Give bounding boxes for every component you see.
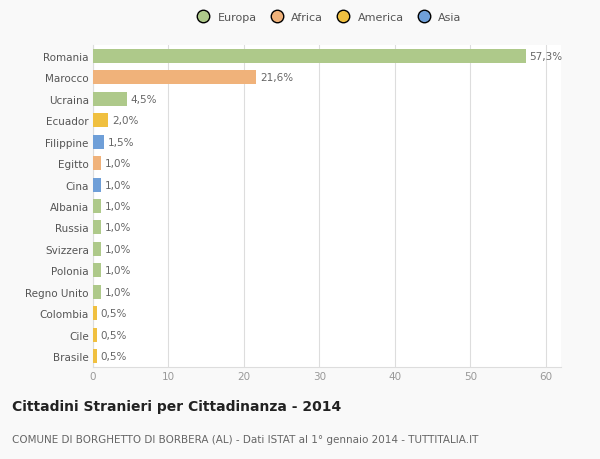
Bar <box>93 200 101 213</box>
Text: 4,5%: 4,5% <box>131 95 157 105</box>
Text: 0,5%: 0,5% <box>101 308 127 319</box>
Text: 1,0%: 1,0% <box>104 223 131 233</box>
Bar <box>93 264 101 278</box>
Bar <box>93 178 101 192</box>
Text: 1,0%: 1,0% <box>104 159 131 169</box>
Bar <box>93 307 97 320</box>
Bar <box>93 135 104 149</box>
Legend: Europa, Africa, America, Asia: Europa, Africa, America, Asia <box>192 13 462 23</box>
Bar <box>93 50 526 64</box>
Bar <box>93 114 108 128</box>
Bar <box>93 350 97 364</box>
Text: 57,3%: 57,3% <box>529 51 562 62</box>
Text: 1,0%: 1,0% <box>104 202 131 212</box>
Text: 0,5%: 0,5% <box>101 330 127 340</box>
Text: 1,0%: 1,0% <box>104 287 131 297</box>
Text: 1,0%: 1,0% <box>104 266 131 276</box>
Bar <box>93 328 97 342</box>
Text: 21,6%: 21,6% <box>260 73 293 83</box>
Text: COMUNE DI BORGHETTO DI BORBERA (AL) - Dati ISTAT al 1° gennaio 2014 - TUTTITALIA: COMUNE DI BORGHETTO DI BORBERA (AL) - Da… <box>12 434 478 444</box>
Text: Cittadini Stranieri per Cittadinanza - 2014: Cittadini Stranieri per Cittadinanza - 2… <box>12 399 341 413</box>
Bar <box>93 285 101 299</box>
Text: 1,0%: 1,0% <box>104 244 131 254</box>
Text: 0,5%: 0,5% <box>101 352 127 362</box>
Text: 1,5%: 1,5% <box>108 137 134 147</box>
Text: 1,0%: 1,0% <box>104 180 131 190</box>
Bar <box>93 93 127 106</box>
Bar <box>93 242 101 256</box>
Text: 2,0%: 2,0% <box>112 116 138 126</box>
Bar <box>93 221 101 235</box>
Bar <box>93 157 101 171</box>
Bar <box>93 71 256 85</box>
